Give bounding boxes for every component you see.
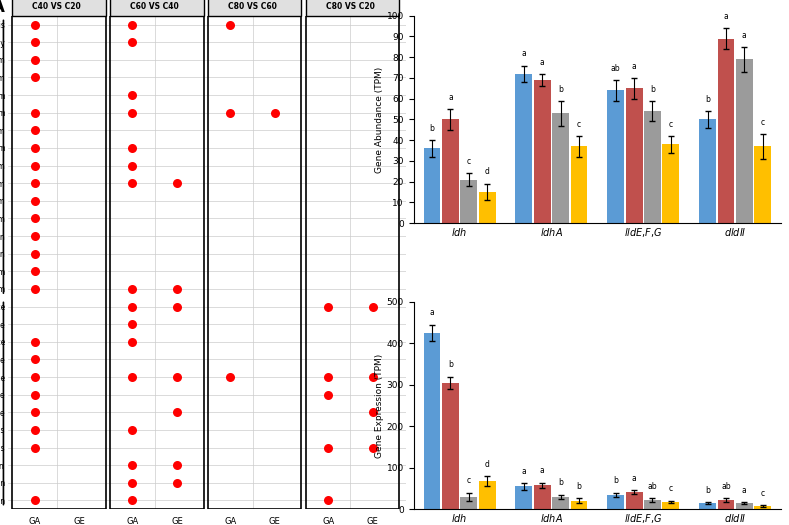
Text: b: b — [577, 482, 581, 491]
Text: ab: ab — [611, 64, 621, 73]
Bar — [717, 38, 735, 223]
Bar — [644, 500, 661, 509]
Bar — [626, 88, 642, 223]
Text: a: a — [632, 62, 637, 71]
Bar — [736, 59, 753, 223]
Text: c: c — [467, 476, 471, 486]
Bar — [570, 501, 588, 509]
Bar — [570, 146, 588, 223]
Y-axis label: Gene Abundance (TPM): Gene Abundance (TPM) — [375, 66, 384, 173]
Text: a: a — [742, 486, 746, 495]
Text: d: d — [484, 167, 489, 176]
Bar — [644, 111, 661, 223]
Text: C80 VS C60: C80 VS C60 — [228, 3, 277, 12]
Text: b: b — [558, 478, 563, 488]
Bar — [479, 192, 495, 223]
Bar — [460, 180, 477, 223]
Text: c: c — [669, 120, 673, 129]
Bar — [13, 0, 106, 16]
Bar — [608, 90, 624, 223]
Text: a: a — [724, 12, 728, 21]
Text: b: b — [558, 85, 563, 93]
Bar — [663, 502, 679, 509]
Text: a: a — [632, 474, 637, 482]
Text: GE: GE — [269, 517, 281, 525]
Text: a: a — [540, 466, 544, 476]
Text: GA: GA — [28, 517, 41, 525]
Text: GE: GE — [73, 517, 85, 525]
Text: GA: GA — [224, 517, 237, 525]
Bar — [736, 503, 753, 509]
Text: ab: ab — [721, 482, 731, 491]
Bar — [442, 119, 459, 223]
Text: b: b — [429, 124, 435, 133]
Bar — [626, 492, 642, 509]
Bar — [110, 16, 204, 509]
Bar — [306, 0, 399, 16]
Text: b: b — [705, 486, 710, 495]
Text: c: c — [761, 118, 765, 127]
Bar — [424, 149, 440, 223]
Bar — [754, 146, 771, 223]
Bar — [306, 16, 399, 509]
Text: a: a — [448, 93, 453, 102]
Text: b: b — [705, 95, 710, 104]
Text: a: a — [522, 467, 526, 476]
Bar — [699, 503, 716, 509]
Bar — [479, 481, 495, 509]
Text: C60 VS C40: C60 VS C40 — [130, 3, 179, 12]
Text: d: d — [484, 460, 489, 469]
Bar — [208, 0, 301, 16]
Text: b: b — [448, 360, 453, 369]
Text: c: c — [577, 120, 581, 129]
Text: c: c — [669, 484, 673, 493]
Bar — [460, 497, 477, 509]
Bar — [515, 74, 533, 223]
Bar — [534, 485, 551, 509]
Text: a: a — [522, 49, 526, 58]
Text: GA: GA — [126, 517, 139, 525]
Text: b: b — [613, 476, 619, 486]
Bar — [534, 80, 551, 223]
Text: a: a — [742, 30, 746, 39]
Bar — [13, 16, 106, 509]
Text: GA: GA — [322, 517, 335, 525]
Bar — [424, 333, 440, 509]
Bar — [699, 119, 716, 223]
Bar — [442, 383, 459, 509]
Text: c: c — [761, 489, 765, 498]
Text: C80 VS C20: C80 VS C20 — [326, 3, 375, 12]
Text: A: A — [0, 0, 4, 16]
Text: c: c — [467, 157, 471, 166]
Bar — [110, 0, 204, 16]
Text: b: b — [650, 85, 655, 93]
Text: GE: GE — [171, 517, 183, 525]
Text: a: a — [540, 58, 544, 67]
Text: ab: ab — [648, 482, 657, 491]
Y-axis label: Gene Expression (TPM): Gene Expression (TPM) — [375, 353, 384, 458]
Bar — [515, 487, 533, 509]
Bar — [552, 113, 569, 223]
Text: C40 VS C20: C40 VS C20 — [32, 3, 81, 12]
Bar — [608, 495, 624, 509]
Bar — [552, 497, 569, 509]
Bar — [663, 144, 679, 223]
Bar — [717, 500, 735, 509]
Bar — [754, 506, 771, 509]
Bar — [208, 16, 301, 509]
Text: a: a — [430, 309, 435, 318]
Text: GE: GE — [367, 517, 379, 525]
